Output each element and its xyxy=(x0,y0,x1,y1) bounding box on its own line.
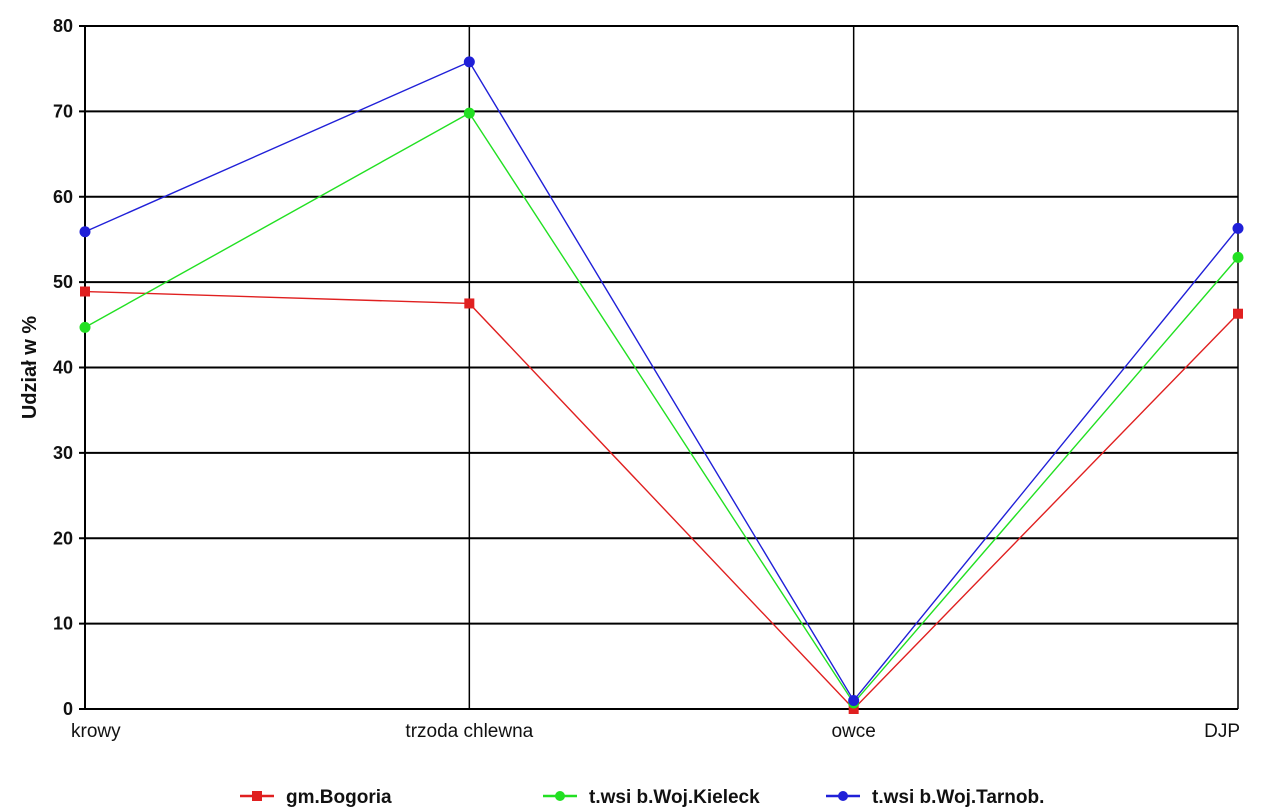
legend-item: gm.Bogoria xyxy=(240,787,392,808)
axes xyxy=(79,25,1238,710)
data-point xyxy=(79,226,91,238)
x-tick-label: trzoda chlewna xyxy=(405,721,533,742)
data-point xyxy=(463,107,475,119)
grid xyxy=(85,25,1239,709)
y-tick-label: 40 xyxy=(53,358,73,378)
data-point xyxy=(463,56,475,68)
y-tick-label: 20 xyxy=(53,528,73,548)
series-1 xyxy=(80,286,1243,714)
y-tick-label: 50 xyxy=(53,272,73,292)
legend-label: t.wsi b.Woj.Tarnob. xyxy=(872,787,1044,808)
data-point xyxy=(848,704,859,714)
data-point xyxy=(1232,251,1244,263)
y-tick-label: 80 xyxy=(53,16,73,36)
y-tick-label: 0 xyxy=(63,699,73,719)
series-3 xyxy=(79,56,1244,706)
x-tick-label: owce xyxy=(831,721,875,742)
series-2 xyxy=(79,107,1244,709)
tick-labels: 0 10 20 30 40 50 60 70 80 krowy trzoda chlewna owce… xyxy=(53,16,1240,742)
y-axis-label: Udział w % xyxy=(19,316,41,420)
data-point xyxy=(464,298,475,309)
legend-swatch-marker xyxy=(555,791,565,801)
series-lines xyxy=(79,56,1244,714)
legend: gm.Bogoria t.wsi b.Woj.Kieleck t.wsi b.Woj… xyxy=(240,787,1044,808)
data-point xyxy=(848,694,860,706)
y-tick-label: 60 xyxy=(53,187,73,207)
x-tick-label: krowy xyxy=(71,721,121,742)
legend-swatch-marker xyxy=(252,791,262,801)
data-point xyxy=(80,286,90,297)
legend-item: t.wsi b.Woj.Tarnob. xyxy=(826,787,1044,808)
data-point xyxy=(1233,308,1243,319)
y-tick-label: 70 xyxy=(53,101,73,121)
series-line xyxy=(84,290,1239,711)
legend-swatch-marker xyxy=(838,791,848,801)
y-tick-label: 10 xyxy=(53,614,73,634)
y-tick-label: 30 xyxy=(53,443,73,463)
legend-label: gm.Bogoria xyxy=(286,787,392,808)
x-tick-label: DJP xyxy=(1204,721,1240,742)
series-line xyxy=(84,112,1239,705)
data-point xyxy=(79,321,91,333)
series-line xyxy=(84,60,1239,702)
legend-label: t.wsi b.Woj.Kieleck xyxy=(589,787,760,808)
legend-item: t.wsi b.Woj.Kieleck xyxy=(543,787,760,808)
data-point xyxy=(1232,222,1244,234)
